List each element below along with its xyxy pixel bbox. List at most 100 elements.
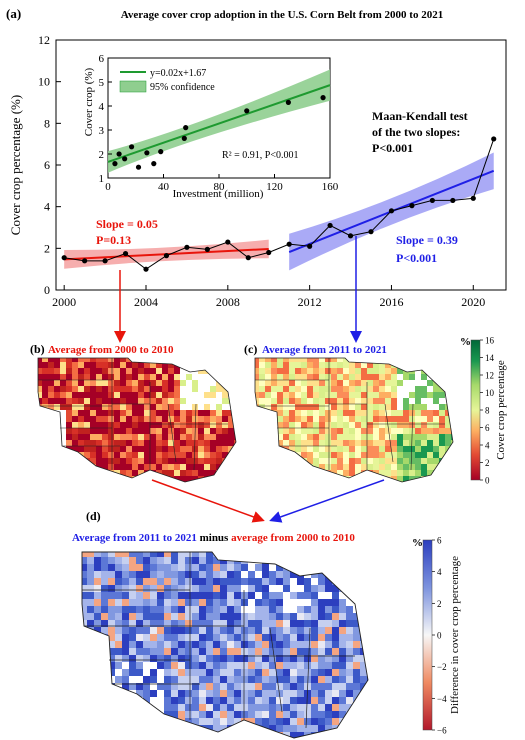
county-cell (94, 627, 102, 635)
county-cell (283, 578, 291, 586)
county-cell (367, 669, 368, 677)
county-cell (276, 552, 284, 558)
inset-data-point (112, 161, 118, 167)
county-cell (349, 434, 356, 441)
county-cell (216, 458, 223, 465)
county-cell (206, 552, 214, 558)
county-cell (108, 585, 116, 593)
county-cell (415, 368, 422, 375)
county-cell (290, 634, 298, 642)
county-cell (451, 398, 453, 405)
county-cell (373, 392, 380, 399)
county-cell (234, 655, 242, 663)
county-cell (171, 676, 179, 684)
county-cell (84, 440, 91, 447)
county-cell (318, 711, 326, 719)
county-cell (241, 557, 249, 565)
county-cell (255, 571, 263, 579)
county-cell (319, 422, 326, 429)
county-cell (325, 676, 333, 684)
county-cell (421, 422, 428, 429)
county-cell (248, 676, 256, 684)
county-cell (42, 380, 49, 387)
county-cell (164, 711, 172, 719)
x-tick-label: 2016 (379, 295, 403, 309)
county-cell (304, 592, 312, 600)
county-cell (206, 725, 214, 733)
county-cell (42, 362, 49, 369)
county-cell (234, 452, 236, 459)
county-cell (122, 662, 130, 670)
county-cell (283, 564, 291, 572)
county-cell (227, 606, 235, 614)
county-cell (90, 380, 97, 387)
county-cell (115, 648, 123, 656)
county-cell (115, 634, 123, 642)
county-cell (379, 362, 386, 369)
county-cell (204, 380, 211, 387)
county-cell (248, 711, 256, 719)
county-cell (367, 627, 368, 635)
county-cell (415, 440, 422, 447)
colorbar-tick-label: −6 (437, 726, 447, 736)
county-cell (96, 434, 103, 441)
county-cell (102, 452, 109, 459)
county-cell (295, 358, 302, 363)
county-cell (290, 711, 298, 719)
county-cell (138, 452, 145, 459)
county-cell (283, 398, 290, 405)
county-cell (325, 718, 333, 726)
county-cell (445, 458, 452, 465)
county-cell (373, 428, 380, 435)
county-cell (277, 452, 284, 459)
county-cell (241, 655, 249, 663)
county-cell (349, 358, 356, 363)
county-cell (355, 440, 362, 447)
county-cell (439, 380, 446, 387)
county-cell (108, 416, 115, 423)
county-cell (445, 482, 451, 488)
county-cell (36, 482, 42, 488)
county-cell (427, 434, 434, 441)
county-cell (346, 648, 354, 656)
county-cell (255, 704, 263, 712)
county-cell (42, 386, 49, 393)
county-cell (255, 564, 263, 572)
county-cell (295, 422, 302, 429)
county-cell (227, 585, 235, 593)
county-cell (150, 440, 157, 447)
county-cell (102, 422, 109, 429)
county-cell (289, 386, 296, 393)
county-cell (318, 690, 326, 698)
county-cell (122, 613, 130, 621)
county-cell (391, 392, 398, 399)
county-cell (66, 452, 73, 459)
county-cell (332, 690, 340, 698)
county-cell (150, 398, 157, 405)
county-cell (120, 410, 127, 417)
county-cell (265, 422, 272, 429)
county-cell (415, 434, 422, 441)
county-cell (96, 368, 103, 375)
county-cell (227, 564, 235, 572)
county-cell (129, 613, 137, 621)
county-cell (234, 662, 242, 670)
county-cell (297, 697, 305, 705)
county-cell (346, 690, 354, 698)
county-cell (373, 374, 380, 381)
county-cell (385, 464, 392, 471)
county-cell (101, 732, 109, 738)
county-cell (318, 620, 326, 628)
county-cell (276, 627, 284, 635)
county-cell (102, 398, 109, 405)
county-cell (54, 482, 60, 488)
map-d-title-late: Average from 2011 to 2021 (72, 532, 197, 544)
county-cell (171, 704, 179, 712)
county-cell (295, 434, 302, 441)
county-cell (115, 662, 123, 670)
county-cell (122, 690, 130, 698)
data-point (163, 253, 170, 259)
mk-test-line3: P<0.001 (372, 141, 413, 155)
county-cell (332, 557, 340, 565)
county-cell (220, 578, 228, 586)
